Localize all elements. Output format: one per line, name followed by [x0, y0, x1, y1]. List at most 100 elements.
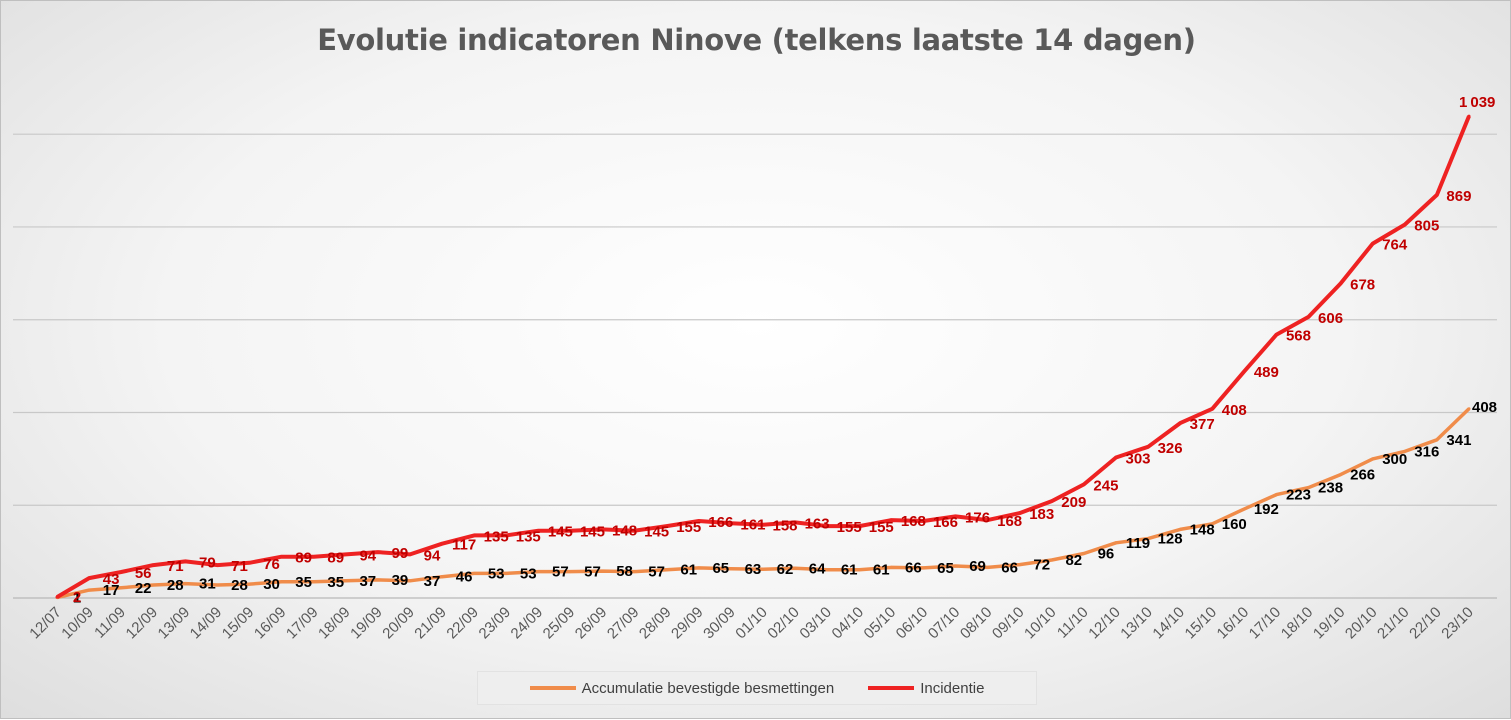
- legend-item-accumulatie: Accumulatie bevestigde besmettingen: [529, 680, 834, 697]
- data-point: [1403, 223, 1407, 227]
- data-point: [1435, 193, 1439, 197]
- x-tick-label: 13/09: [155, 604, 194, 643]
- data-label: 223: [1286, 487, 1311, 504]
- data-point: [954, 514, 958, 518]
- data-point: [986, 565, 990, 569]
- legend: Accumulatie bevestigde besmettingen Inci…: [477, 671, 1037, 705]
- data-label: 209: [1061, 494, 1086, 511]
- x-tick-label: 03/10: [796, 604, 835, 643]
- data-point: [1082, 551, 1086, 555]
- x-tick-label: 23/10: [1438, 604, 1477, 643]
- data-label: 805: [1414, 218, 1439, 235]
- x-tick-label: 01/10: [732, 604, 771, 643]
- x-tick-label: 18/09: [315, 604, 354, 643]
- data-point: [665, 568, 669, 572]
- data-label: 316: [1414, 443, 1439, 460]
- data-point: [183, 582, 187, 586]
- x-tick-label: 14/09: [187, 604, 226, 643]
- data-label: 568: [1286, 328, 1311, 345]
- x-tick-label: 21/09: [411, 604, 450, 643]
- data-label: 148: [1190, 521, 1215, 538]
- data-label: 31: [199, 576, 216, 593]
- data-label: 176: [965, 509, 990, 526]
- data-label: 166: [933, 514, 958, 531]
- data-label: 135: [516, 528, 541, 545]
- data-point: [761, 523, 765, 527]
- x-tick-label: 15/10: [1182, 604, 1221, 643]
- data-point: [1274, 333, 1278, 337]
- data-label: 238: [1318, 480, 1343, 497]
- data-label: 155: [869, 519, 894, 536]
- legend-swatch-accumulatie: [529, 686, 576, 690]
- data-point: [248, 582, 252, 586]
- data-label: 377: [1190, 416, 1215, 433]
- x-tick-label: 11/09: [91, 604, 129, 642]
- data-label: 62: [777, 561, 794, 578]
- data-point: [1371, 457, 1375, 461]
- data-point: [921, 519, 925, 523]
- x-tick-label: 26/09: [572, 604, 611, 643]
- data-label: 35: [295, 574, 312, 591]
- x-tick-label: 04/10: [829, 604, 868, 643]
- x-tick-label: 16/09: [251, 604, 290, 643]
- data-point: [986, 518, 990, 522]
- x-tick-label: 02/10: [764, 604, 803, 643]
- data-point: [248, 561, 252, 565]
- data-label: 71: [231, 558, 248, 575]
- data-point: [1307, 486, 1311, 490]
- x-tick-label: 25/09: [540, 604, 579, 643]
- chart-title: Evolutie indicatoren Ninove (telkens laa…: [317, 23, 1196, 57]
- data-point: [1435, 438, 1439, 442]
- data-point: [1467, 114, 1471, 118]
- data-label: 606: [1318, 310, 1343, 327]
- data-label: 155: [676, 519, 701, 536]
- x-tick-label: 28/09: [636, 604, 675, 643]
- data-label: 89: [295, 550, 312, 567]
- gridlines: [13, 133, 1497, 506]
- series-accumulatie: [55, 407, 1471, 600]
- data-point: [1371, 242, 1375, 246]
- data-point: [472, 533, 476, 537]
- data-point: [1050, 558, 1054, 562]
- data-label: 192: [1254, 501, 1279, 518]
- data-point: [280, 555, 284, 559]
- data-point: [504, 533, 508, 537]
- data-point: [215, 563, 219, 567]
- data-label: 300: [1382, 451, 1407, 468]
- data-point: [825, 568, 829, 572]
- data-label: 158: [772, 518, 797, 535]
- data-label: 57: [584, 564, 601, 581]
- x-axis-ticks: 12/0710/0911/0912/0913/0914/0915/0916/09…: [26, 604, 1477, 643]
- x-tick-label: 08/10: [957, 604, 996, 643]
- data-point: [312, 555, 316, 559]
- data-point: [1146, 537, 1150, 541]
- x-tick-label: 13/10: [1117, 604, 1156, 643]
- x-tick-label: 22/10: [1406, 604, 1445, 643]
- x-tick-label: 12/10: [1085, 604, 1124, 643]
- data-label: 2: [73, 589, 81, 606]
- data-point: [440, 542, 444, 546]
- data-label: 303: [1125, 450, 1150, 467]
- data-label: 489: [1254, 364, 1279, 381]
- data-point: [857, 568, 861, 572]
- data-point: [1403, 449, 1407, 453]
- data-label: 53: [520, 565, 537, 582]
- series-incidentie: [55, 114, 1471, 599]
- x-tick-label: 19/09: [347, 604, 386, 643]
- data-point: [151, 563, 155, 567]
- data-label: 43: [103, 571, 120, 588]
- data-point: [1210, 522, 1214, 526]
- data-label: 79: [199, 554, 216, 571]
- data-point: [857, 524, 861, 528]
- data-label: 155: [837, 519, 862, 536]
- data-label: 61: [841, 562, 858, 579]
- data-label: 1 039: [1459, 94, 1495, 111]
- data-label: 161: [740, 516, 765, 533]
- data-label: 160: [1222, 516, 1247, 533]
- labels-accumulatie: 1 17 22 28 31 28 30 35 35 37 39 37 46 53 53 57 57 58 57 61 6…: [73, 399, 1497, 607]
- data-label: 30: [263, 576, 280, 593]
- data-point: [889, 565, 893, 569]
